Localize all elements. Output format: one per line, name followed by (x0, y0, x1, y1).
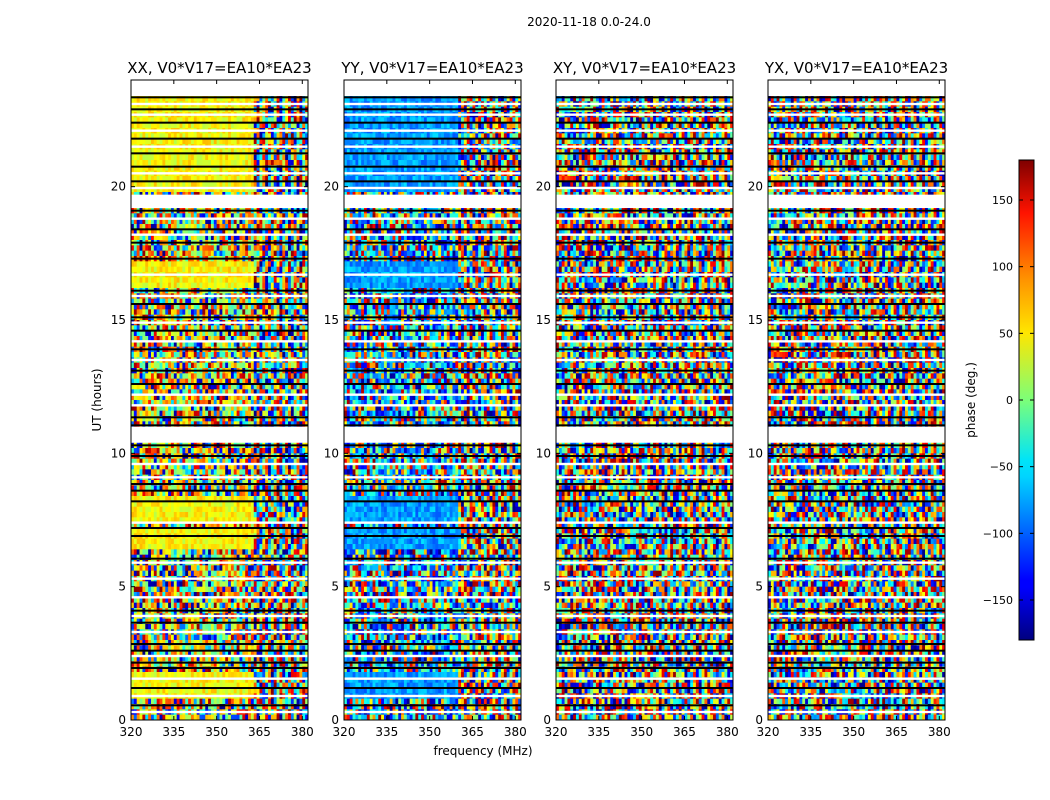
x-tick-label: 335 (162, 725, 185, 739)
y-tick-label: 10 (536, 446, 551, 460)
panel-title: XY, V0*V17=EA10*EA23 (553, 59, 736, 77)
x-tick-label: 365 (673, 725, 696, 739)
panel-title: YX, V0*V17=EA10*EA23 (764, 59, 948, 77)
colorbar-tick-label: 50 (999, 327, 1013, 340)
y-tick-label: 10 (111, 446, 126, 460)
phase-image (131, 80, 308, 720)
x-tick-label: 365 (885, 725, 908, 739)
y-tick-label: 0 (755, 713, 763, 727)
y-tick-label: 20 (111, 180, 126, 194)
x-axis-label: frequency (MHz) (433, 744, 532, 758)
x-tick-label: 320 (333, 725, 356, 739)
panel-frame (767, 79, 946, 721)
phase-image (768, 80, 945, 720)
y-tick-label: 0 (543, 713, 551, 727)
x-tick-label: 380 (504, 725, 527, 739)
y-tick-label: 5 (118, 580, 126, 594)
y-tick-label: 15 (748, 313, 763, 327)
y-tick-label: 15 (536, 313, 551, 327)
panel-title: XX, V0*V17=EA10*EA23 (127, 59, 311, 77)
y-axis-label: UT (hours) (90, 368, 104, 431)
x-tick-label: 335 (799, 725, 822, 739)
x-tick-label: 335 (587, 725, 610, 739)
x-tick-label: 365 (248, 725, 271, 739)
colorbar-tick-label: −100 (983, 527, 1013, 540)
y-tick-label: 0 (331, 713, 339, 727)
x-tick-label: 350 (205, 725, 228, 739)
x-tick-label: 335 (375, 725, 398, 739)
x-tick-label: 350 (418, 725, 441, 739)
panel-frame (343, 79, 522, 721)
x-tick-label: 350 (630, 725, 653, 739)
colorbar-label: phase (deg.) (964, 362, 978, 438)
y-tick-label: 20 (324, 180, 339, 194)
colorbar-ticks: 150 100 50 0 −50 −100 −150 (983, 194, 1034, 607)
y-tick-label: 0 (118, 713, 126, 727)
colorbar-tick-label: 150 (992, 194, 1013, 207)
phase-image (344, 80, 521, 720)
y-tick-label: 10 (748, 446, 763, 460)
panel-xx: XX, V0*V17=EA10*EA23 320 335 350 365 380 0 5 10 1… (111, 59, 314, 739)
colorbar-tick-label: −50 (990, 461, 1013, 474)
panel-yy: YY, V0*V17=EA10*EA23 320 335 350 365 380 0 5 10 1… (324, 59, 527, 739)
x-tick-label: 380 (928, 725, 951, 739)
y-tick-label: 5 (755, 580, 763, 594)
x-tick-label: 350 (842, 725, 865, 739)
x-tick-label: 320 (120, 725, 143, 739)
panels: XX, V0*V17=EA10*EA23 320 335 350 365 380 0 5 10 1… (111, 59, 951, 739)
x-tick-label: 380 (716, 725, 739, 739)
colorbar-tick-label: 0 (1006, 394, 1013, 407)
panel-yx: YX, V0*V17=EA10*EA23 320 335 350 365 380 0 5 10 1… (748, 59, 951, 739)
x-tick-label: 365 (461, 725, 484, 739)
x-tick-label: 380 (291, 725, 314, 739)
y-tick-label: 10 (324, 446, 339, 460)
y-tick-label: 15 (111, 313, 126, 327)
y-tick-label: 5 (543, 580, 551, 594)
colorbar-tick-label: −150 (983, 594, 1013, 607)
colorbar-tick-label: 100 (992, 261, 1013, 274)
y-tick-label: 20 (536, 180, 551, 194)
x-tick-label: 320 (757, 725, 780, 739)
panel-frame (130, 79, 309, 721)
y-tick-label: 20 (748, 180, 763, 194)
y-tick-label: 15 (324, 313, 339, 327)
y-tick-label: 5 (331, 580, 339, 594)
colorbar: 150 100 50 0 −50 −100 −150 phase (deg.) (964, 159, 1035, 641)
figure-title: 2020-11-18 0.0-24.0 (527, 15, 651, 29)
phase-image (556, 80, 733, 720)
panel-title: YY, V0*V17=EA10*EA23 (340, 59, 523, 77)
x-tick-label: 320 (545, 725, 568, 739)
panel-frame (555, 79, 734, 721)
panel-xy: XY, V0*V17=EA10*EA23 320 335 350 365 380 0 5 10 1… (536, 59, 739, 739)
